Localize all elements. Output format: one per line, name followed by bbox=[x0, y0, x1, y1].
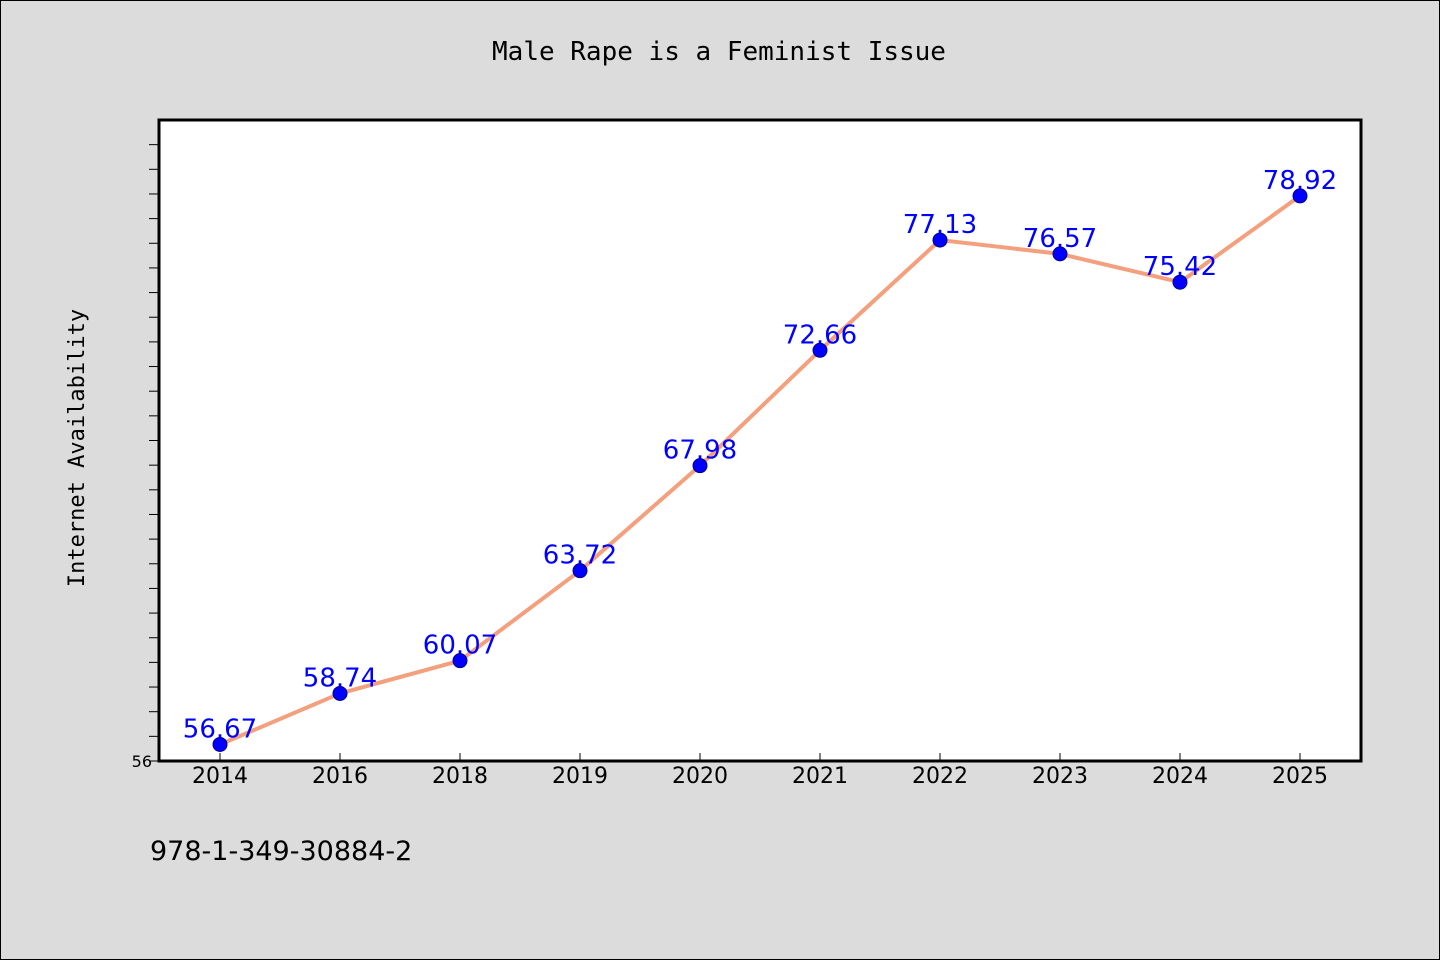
x-tick-label: 2025 bbox=[1272, 764, 1328, 789]
x-tick-label: 2021 bbox=[792, 764, 848, 789]
data-label: 76.57 bbox=[1023, 224, 1097, 254]
series-group bbox=[212, 188, 1308, 752]
x-tick-label: 2023 bbox=[1032, 764, 1088, 789]
chart-title: Male Rape is a Feminist Issue bbox=[492, 37, 946, 67]
data-label: 56.67 bbox=[183, 714, 257, 744]
x-tick-label: 2014 bbox=[192, 764, 248, 789]
y-tick-label: 56 bbox=[132, 752, 152, 771]
plot-area bbox=[157, 118, 1363, 763]
x-tick-label: 2020 bbox=[672, 764, 728, 789]
data-point bbox=[1292, 188, 1308, 204]
x-tick-label: 2024 bbox=[1152, 764, 1208, 789]
data-label: 75.42 bbox=[1143, 252, 1217, 282]
x-tick-label: 2016 bbox=[312, 764, 368, 789]
y-axis-label: Internet Availability bbox=[65, 309, 90, 587]
data-point bbox=[452, 653, 468, 669]
data-point bbox=[932, 232, 948, 248]
x-tick-label: 2022 bbox=[912, 764, 968, 789]
data-label: 67.98 bbox=[663, 436, 737, 466]
data-label: 78.92 bbox=[1263, 166, 1337, 196]
x-axis-ticks: 2014 2016 2018 2019 2020 2021 2022 2023 2024 2025 bbox=[192, 753, 1328, 789]
x-tick-label: 2018 bbox=[432, 764, 488, 789]
data-point bbox=[1052, 246, 1068, 262]
data-label: 63.72 bbox=[543, 541, 617, 571]
data-point bbox=[212, 736, 228, 752]
data-label: 77.13 bbox=[903, 210, 977, 240]
data-label: 60.07 bbox=[423, 631, 497, 661]
isbn-footer: 978-1-349-30884-2 bbox=[150, 836, 413, 867]
data-labels: 56.67 58.74 60.07 63.72 67.98 72.66 77.13 76.57… bbox=[183, 166, 1337, 745]
data-point bbox=[692, 458, 708, 474]
data-point bbox=[1172, 274, 1188, 290]
data-point bbox=[572, 563, 588, 579]
y-axis-ticks: 56 bbox=[132, 144, 159, 771]
x-tick-label: 2019 bbox=[552, 764, 608, 789]
data-label: 58.74 bbox=[303, 663, 377, 693]
data-point bbox=[332, 685, 348, 701]
data-label: 72.66 bbox=[783, 320, 857, 350]
data-point bbox=[812, 342, 828, 358]
series-line bbox=[219, 194, 1302, 747]
